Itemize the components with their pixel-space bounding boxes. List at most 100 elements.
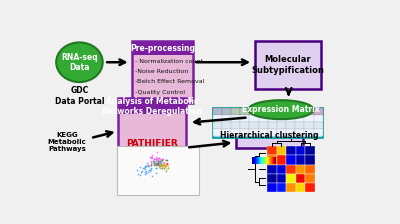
- Ellipse shape: [248, 100, 314, 119]
- Point: [152, 163, 159, 167]
- Point: [153, 156, 160, 160]
- FancyBboxPatch shape: [213, 108, 323, 138]
- Point: [150, 162, 156, 165]
- FancyBboxPatch shape: [286, 129, 295, 136]
- FancyBboxPatch shape: [286, 146, 296, 155]
- FancyBboxPatch shape: [306, 146, 315, 155]
- Point: [158, 166, 164, 170]
- Point: [149, 174, 155, 178]
- FancyBboxPatch shape: [304, 122, 314, 129]
- Point: [155, 164, 161, 167]
- FancyBboxPatch shape: [267, 183, 277, 192]
- Point: [163, 169, 169, 172]
- Point: [145, 163, 151, 166]
- Point: [163, 169, 169, 173]
- Point: [146, 155, 153, 159]
- FancyBboxPatch shape: [296, 174, 306, 183]
- FancyBboxPatch shape: [231, 129, 240, 136]
- Point: [135, 172, 141, 176]
- Point: [148, 163, 154, 166]
- FancyBboxPatch shape: [213, 129, 222, 136]
- FancyBboxPatch shape: [314, 122, 323, 129]
- FancyBboxPatch shape: [231, 108, 240, 115]
- FancyBboxPatch shape: [259, 122, 268, 129]
- FancyBboxPatch shape: [306, 164, 315, 174]
- Point: [152, 162, 159, 166]
- FancyBboxPatch shape: [267, 155, 277, 164]
- Point: [138, 170, 144, 174]
- FancyBboxPatch shape: [277, 146, 286, 155]
- FancyBboxPatch shape: [118, 99, 186, 114]
- Point: [158, 164, 164, 167]
- FancyBboxPatch shape: [268, 115, 277, 122]
- Point: [147, 160, 154, 163]
- FancyBboxPatch shape: [231, 122, 240, 129]
- Point: [139, 169, 145, 172]
- Point: [160, 162, 166, 165]
- FancyBboxPatch shape: [286, 155, 296, 164]
- Point: [158, 159, 164, 163]
- Point: [155, 159, 162, 162]
- Point: [157, 163, 164, 167]
- Point: [154, 151, 160, 154]
- FancyBboxPatch shape: [268, 122, 277, 129]
- Point: [156, 162, 162, 165]
- Point: [156, 162, 162, 165]
- Point: [164, 162, 170, 165]
- FancyBboxPatch shape: [132, 41, 193, 55]
- Point: [141, 170, 148, 173]
- Point: [157, 162, 163, 165]
- FancyBboxPatch shape: [250, 129, 259, 136]
- Point: [162, 165, 168, 168]
- Point: [144, 161, 150, 165]
- Point: [145, 170, 151, 173]
- Point: [163, 164, 169, 168]
- Point: [143, 165, 150, 168]
- FancyBboxPatch shape: [213, 115, 222, 122]
- FancyBboxPatch shape: [268, 108, 277, 115]
- Point: [163, 162, 170, 166]
- FancyBboxPatch shape: [240, 108, 250, 115]
- FancyBboxPatch shape: [286, 174, 296, 183]
- Point: [155, 160, 161, 164]
- FancyBboxPatch shape: [213, 108, 222, 115]
- FancyBboxPatch shape: [222, 129, 231, 136]
- Point: [136, 165, 143, 169]
- Point: [157, 166, 163, 170]
- Text: GDC
Data Portal: GDC Data Portal: [55, 86, 104, 106]
- Point: [164, 162, 170, 166]
- Point: [154, 162, 161, 165]
- FancyBboxPatch shape: [222, 122, 231, 129]
- Point: [154, 159, 161, 163]
- Point: [159, 165, 166, 168]
- FancyBboxPatch shape: [277, 155, 286, 164]
- FancyBboxPatch shape: [295, 129, 304, 136]
- FancyBboxPatch shape: [277, 174, 286, 183]
- Point: [156, 163, 162, 167]
- FancyBboxPatch shape: [250, 122, 259, 129]
- FancyBboxPatch shape: [250, 108, 259, 115]
- Point: [147, 170, 154, 173]
- FancyBboxPatch shape: [267, 164, 277, 174]
- FancyBboxPatch shape: [295, 122, 304, 129]
- Point: [136, 173, 143, 177]
- Point: [156, 166, 162, 169]
- FancyBboxPatch shape: [277, 164, 286, 174]
- Point: [162, 164, 168, 167]
- Point: [155, 159, 162, 163]
- Point: [151, 157, 158, 161]
- Point: [157, 159, 163, 163]
- FancyBboxPatch shape: [259, 129, 268, 136]
- FancyBboxPatch shape: [295, 108, 304, 115]
- FancyBboxPatch shape: [222, 108, 231, 115]
- Point: [149, 156, 155, 160]
- FancyBboxPatch shape: [268, 129, 277, 136]
- Point: [162, 164, 168, 168]
- Point: [148, 167, 154, 171]
- Point: [160, 161, 166, 164]
- Point: [159, 166, 166, 169]
- Point: [163, 167, 169, 171]
- Point: [152, 163, 158, 167]
- FancyBboxPatch shape: [296, 155, 306, 164]
- Point: [159, 158, 165, 162]
